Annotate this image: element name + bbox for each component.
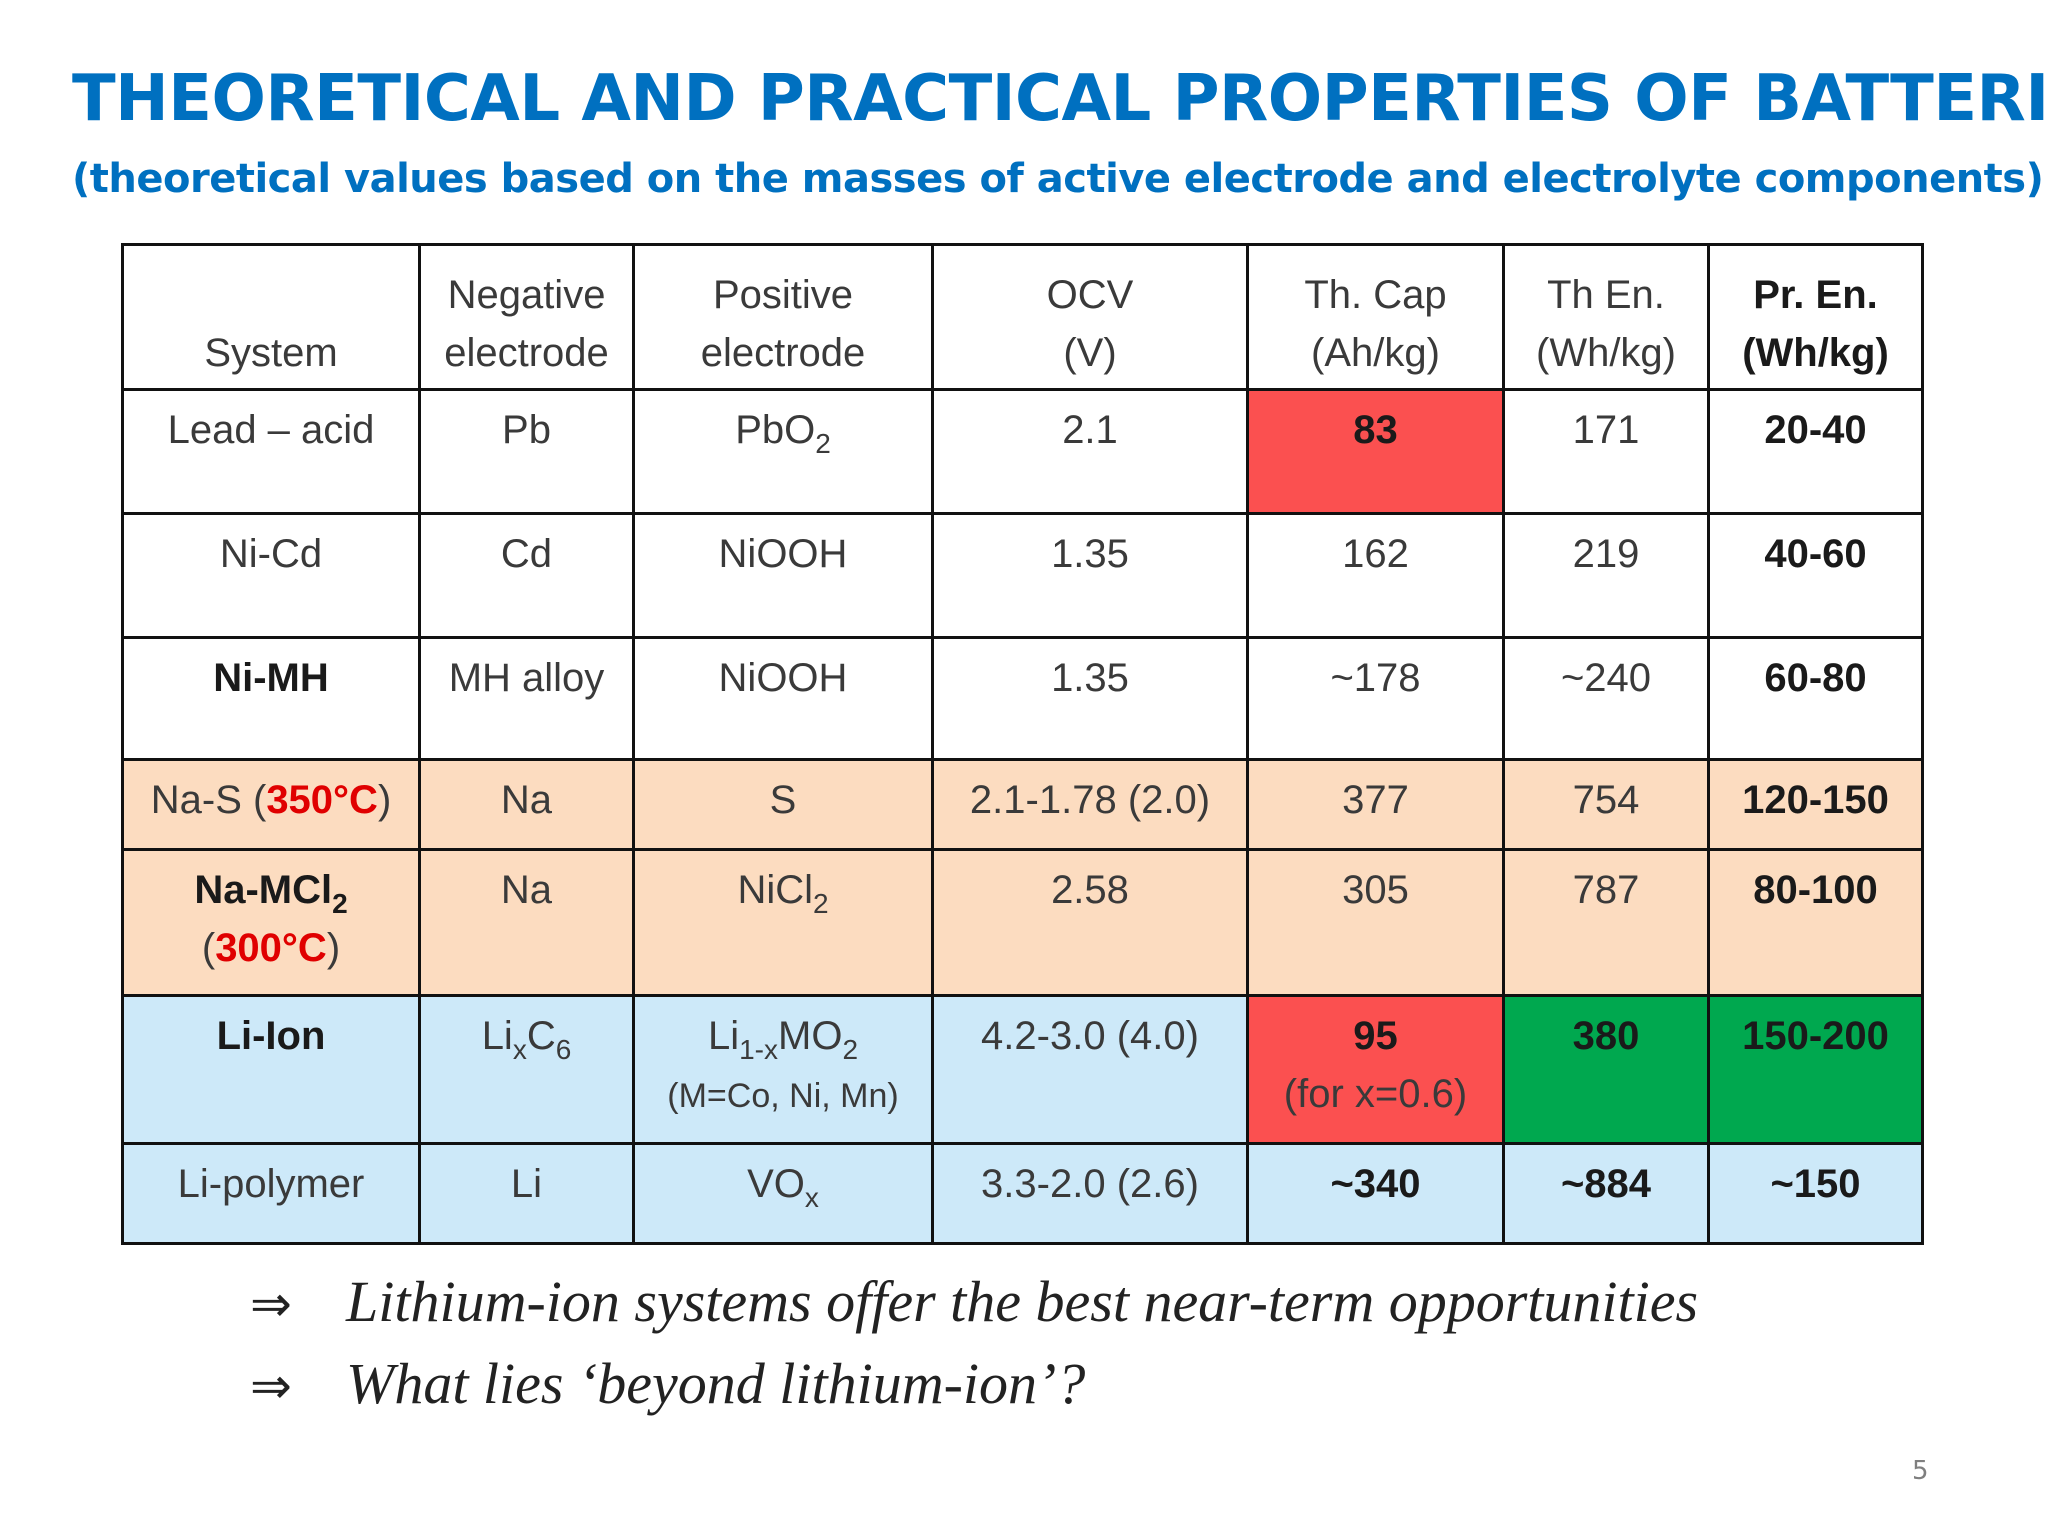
- cell-practical: 60-80: [1707, 636, 1924, 761]
- cell-capacity: 377: [1246, 758, 1505, 851]
- cell-system: Na-MCl2 (300°C): [121, 848, 421, 997]
- cell-practical: 120-150: [1707, 758, 1924, 851]
- cell-energy: ~240: [1502, 636, 1710, 761]
- cell-ocv: 2.1-1.78 (2.0): [931, 758, 1249, 851]
- header-theoretical-energy: Th En. (Wh/kg): [1502, 243, 1710, 391]
- header-positive-electrode: Positive electrode: [632, 243, 934, 391]
- cell-energy: ~884: [1502, 1142, 1710, 1245]
- cell-energy: 380: [1502, 994, 1710, 1145]
- cell-capacity: 83: [1246, 388, 1505, 515]
- table-row-ni-mh: Ni-MH MH alloy NiOOH 1.35 ~178 ~240 60-8…: [121, 636, 1924, 761]
- cell-positive: NiCl2: [632, 848, 934, 997]
- header-practical-energy: Pr. En. (Wh/kg): [1707, 243, 1924, 391]
- cell-energy: 219: [1502, 512, 1710, 639]
- cell-system: Ni-Cd: [121, 512, 421, 639]
- table-row-lead-acid: Lead – acid Pb PbO2 2.1 83 171 20-40: [121, 388, 1924, 515]
- cell-ocv: 1.35: [931, 512, 1249, 639]
- cell-capacity: 305: [1246, 848, 1505, 997]
- cell-capacity: ~340: [1246, 1142, 1505, 1245]
- cell-ocv: 2.58: [931, 848, 1249, 997]
- header-ocv: OCV (V): [931, 243, 1249, 391]
- cell-negative: Li: [418, 1142, 635, 1245]
- implies-arrow-icon: ⇒: [250, 1358, 292, 1414]
- bullet-item: ⇒ Lithium-ion systems offer the best near…: [250, 1262, 1698, 1344]
- cell-negative: Na: [418, 758, 635, 851]
- cell-ocv: 3.3-2.0 (2.6): [931, 1142, 1249, 1245]
- cell-practical: 80-100: [1707, 848, 1924, 997]
- cell-system: Li-polymer: [121, 1142, 421, 1245]
- cell-positive: NiOOH: [632, 512, 934, 639]
- cell-ocv: 2.1: [931, 388, 1249, 515]
- cell-negative: Pb: [418, 388, 635, 515]
- cell-negative: MH alloy: [418, 636, 635, 761]
- cell-negative: LixC6: [418, 994, 635, 1145]
- cell-energy: 787: [1502, 848, 1710, 997]
- battery-properties-table: System Negative electrode Positive electro…: [121, 243, 1924, 1245]
- cell-ocv: 1.35: [931, 636, 1249, 761]
- cell-energy: 754: [1502, 758, 1710, 851]
- cell-system: Ni-MH: [121, 636, 421, 761]
- cell-system: Na-S (350°C): [121, 758, 421, 851]
- table-row-na-mcl2: Na-MCl2 (300°C) Na NiCl2 2.58 305 787 80-…: [121, 848, 1924, 997]
- table-header-row: System Negative electrode Positive electro…: [121, 243, 1924, 391]
- bullet-item: ⇒ What lies ‘beyond lithium-ion’?: [250, 1344, 1698, 1426]
- header-theoretical-capacity: Th. Cap (Ah/kg): [1246, 243, 1505, 391]
- cell-practical: 40-60: [1707, 512, 1924, 639]
- cell-capacity: 162: [1246, 512, 1505, 639]
- cell-positive: Li1-xMO2 (M=Co, Ni, Mn): [632, 994, 934, 1145]
- cell-negative: Na: [418, 848, 635, 997]
- table-row-ni-cd: Ni-Cd Cd NiOOH 1.35 162 219 40-60: [121, 512, 1924, 639]
- header-system: System: [121, 243, 421, 391]
- cell-negative: Cd: [418, 512, 635, 639]
- cell-positive: VOx: [632, 1142, 934, 1245]
- table-row-na-s: Na-S (350°C) Na S 2.1-1.78 (2.0) 377 754…: [121, 758, 1924, 851]
- slide-subtitle: (theoretical values based on the masses …: [72, 156, 2044, 202]
- cell-capacity: ~178: [1246, 636, 1505, 761]
- table-row-li-ion: Li-Ion LixC6 Li1-xMO2 (M=Co, Ni, Mn) 4.2-…: [121, 994, 1924, 1145]
- cell-ocv: 4.2-3.0 (4.0): [931, 994, 1249, 1145]
- cell-practical: ~150: [1707, 1142, 1924, 1245]
- cell-capacity: 95 (for x=0.6): [1246, 994, 1505, 1145]
- page-number: 5: [1912, 1456, 1929, 1486]
- table-row-li-polymer: Li-polymer Li VOx 3.3-2.0 (2.6) ~340 ~88…: [121, 1142, 1924, 1245]
- slide-title: THEORETICAL AND PRACTICAL PROPERTIES OF …: [72, 62, 2048, 136]
- cell-system: Li-Ion: [121, 994, 421, 1145]
- implies-arrow-icon: ⇒: [250, 1276, 292, 1332]
- cell-positive: PbO2: [632, 388, 934, 515]
- cell-energy: 171: [1502, 388, 1710, 515]
- conclusion-bullets: ⇒ Lithium-ion systems offer the best near…: [250, 1262, 1698, 1426]
- cell-practical: 150-200: [1707, 994, 1924, 1145]
- cell-system: Lead – acid: [121, 388, 421, 515]
- header-negative-electrode: Negative electrode: [418, 243, 635, 391]
- cell-practical: 20-40: [1707, 388, 1924, 515]
- cell-positive: NiOOH: [632, 636, 934, 761]
- cell-positive: S: [632, 758, 934, 851]
